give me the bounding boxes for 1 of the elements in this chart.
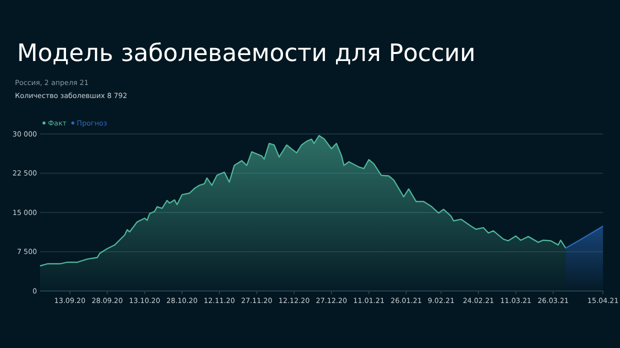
chart-title: Модель заболеваемости для России (17, 39, 476, 67)
